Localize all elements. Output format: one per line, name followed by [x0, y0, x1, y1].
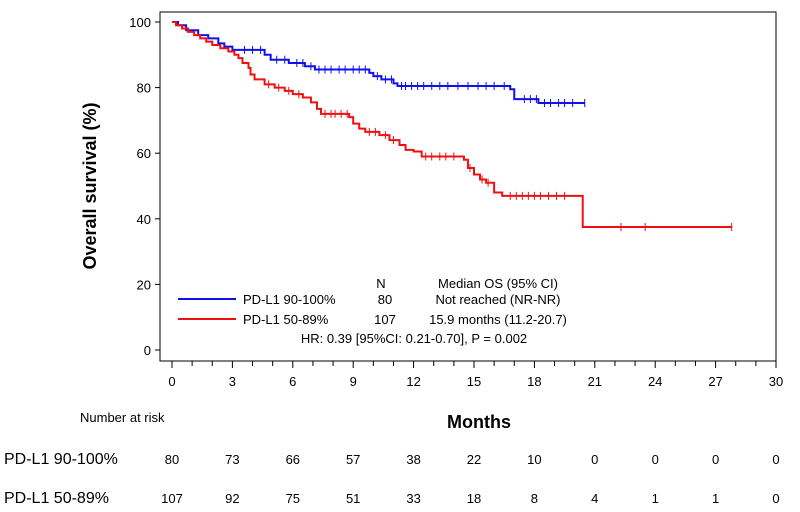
risk-value: 0: [651, 452, 659, 467]
x-tick-label: 30: [769, 374, 783, 389]
y-tick-label: 0: [144, 343, 151, 358]
x-tick-label: 18: [527, 374, 541, 389]
y-tick-label: 100: [129, 15, 151, 30]
risk-value: 8: [530, 491, 539, 506]
risk-row-label: PD-L1 50-89%: [4, 490, 109, 507]
y-axis-label: Overall survival (%): [80, 102, 100, 269]
legend-header-median: Median OS (95% CI): [438, 276, 558, 291]
risk-value: 33: [406, 491, 421, 506]
legend-group: N Median OS (95% CI) PD-L1 90-100% 80 Not re…: [178, 276, 567, 346]
risk-value: 66: [285, 452, 301, 467]
risk-value: 57: [345, 452, 361, 467]
risk-value: 73: [225, 452, 240, 467]
legend-entry-label: PD-L1 50-89%: [243, 312, 329, 327]
risk-value: 92: [225, 491, 240, 506]
legend-entry-n: 80: [378, 292, 392, 307]
legend-entry-median: Not reached (NR-NR): [436, 292, 561, 307]
x-tick-label: 15: [467, 374, 481, 389]
legend-entry-label: PD-L1 90-100%: [243, 292, 336, 307]
x-tick-label: 21: [588, 374, 602, 389]
plot-frame: [159, 11, 777, 362]
risk-value: 80: [164, 452, 180, 467]
risk-value: 0: [711, 452, 720, 467]
x-axis-label: Months: [447, 412, 511, 432]
x-tick-label: 24: [648, 374, 662, 389]
risk-value: 38: [406, 452, 421, 467]
risk-row-label: PD-L1 90-100%: [4, 451, 118, 468]
x-tick-label: 6: [289, 374, 296, 389]
risk-value: 51: [345, 491, 361, 506]
risk-value: 75: [285, 491, 301, 506]
x-tick-label: 12: [406, 374, 420, 389]
y-tick-label: 60: [137, 146, 151, 161]
risk-value: 0: [772, 491, 780, 506]
legend-hr-text: HR: 0.39 [95%CI: 0.21-0.70], P = 0.002: [301, 331, 527, 346]
x-tick-label: 27: [708, 374, 722, 389]
risk-table-title: Number at risk: [80, 410, 165, 425]
axes-group: 0 20 40 60 80 100 Overall survival (%) 0 3 6 9 12 15…: [80, 11, 783, 389]
risk-value: 0: [591, 452, 599, 467]
x-tick-label: 9: [350, 374, 357, 389]
curves-group: [172, 21, 733, 231]
legend-entry-n: 107: [374, 312, 396, 327]
risk-row-pdl1-50-89: PD-L1 50-89% 107 92 75 51 33 18 8 4 1 1 0: [0, 490, 800, 510]
legend-entry-median: 15.9 months (11.2-20.7): [429, 312, 567, 327]
survival-curve-pdl1-90-100: [172, 21, 585, 105]
x-tick-label: 0: [168, 374, 175, 389]
risk-value: 0: [772, 452, 780, 467]
risk-value: 18: [466, 491, 482, 506]
risk-value: 22: [466, 452, 482, 467]
legend-header-n: N: [376, 276, 385, 291]
risk-value: 1: [711, 491, 720, 506]
risk-value: 1: [651, 491, 659, 506]
x-tick-label: 3: [229, 374, 236, 389]
risk-row-pdl1-90-100: PD-L1 90-100% 80 73 66 57 38 22 10 0 0 0 0: [0, 451, 800, 471]
risk-value: 107: [161, 491, 183, 506]
survival-curve-pdl1-50-89: [172, 21, 732, 228]
risk-value: 10: [527, 452, 542, 467]
y-tick-label: 80: [137, 81, 151, 96]
risk-value: 4: [591, 491, 599, 506]
y-tick-label: 20: [137, 277, 151, 292]
y-tick-label: 40: [137, 212, 151, 227]
